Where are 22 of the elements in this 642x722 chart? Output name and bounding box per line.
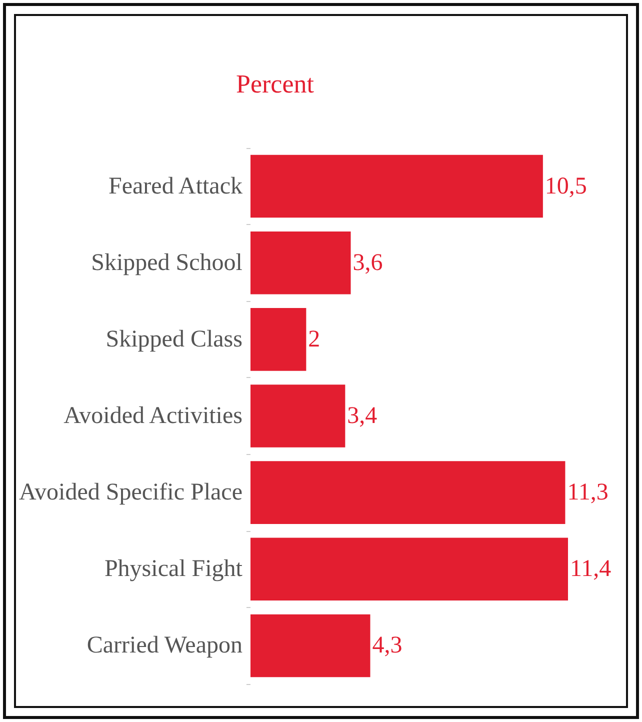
bar	[250, 384, 346, 448]
data-label: 10,5	[544, 173, 587, 200]
bar	[250, 461, 566, 524]
bar	[250, 231, 351, 294]
y-tick-label: Avoided Specific Place	[18, 480, 242, 506]
data-label: 3,4	[347, 403, 378, 429]
data-label: 11,3	[567, 480, 608, 506]
y-tick-label: Skipped Class	[106, 326, 242, 352]
data-label: 4,3	[372, 632, 402, 659]
data-label: 11,4	[570, 556, 612, 582]
bar	[250, 154, 543, 218]
y-tick-label: Carried Weapon	[86, 632, 242, 659]
bar	[250, 308, 306, 371]
data-label: 2	[308, 326, 320, 352]
bar	[250, 538, 568, 601]
y-tick-label: Physical Fight	[104, 556, 243, 582]
y-tick-label: Skipped School	[91, 250, 243, 276]
bar	[250, 614, 370, 678]
y-tick-label: Avoided Activities	[64, 403, 242, 429]
y-tick-label: Feared Attack	[108, 173, 242, 200]
data-label: 3,6	[352, 250, 383, 276]
chart-title: Percent	[236, 70, 315, 98]
